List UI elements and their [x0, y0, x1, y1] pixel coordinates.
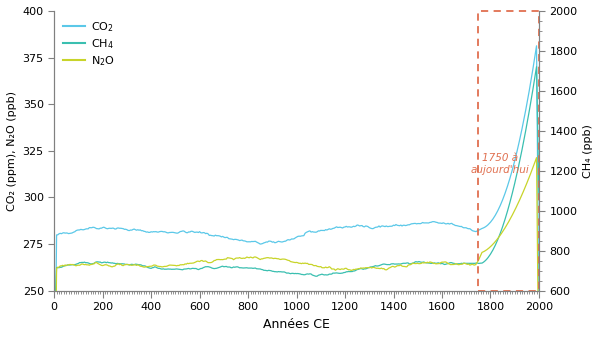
Y-axis label: CH₄ (ppb): CH₄ (ppb) — [583, 124, 593, 178]
Legend: CO$_2$, CH$_4$, N$_2$O: CO$_2$, CH$_4$, N$_2$O — [60, 17, 118, 71]
X-axis label: Années CE: Années CE — [263, 318, 330, 331]
Bar — [478, 11, 539, 291]
Y-axis label: CO₂ (ppm), N₂O (ppb): CO₂ (ppm), N₂O (ppb) — [7, 91, 17, 211]
Text: 1750 à
aujourd'hui: 1750 à aujourd'hui — [471, 153, 530, 175]
